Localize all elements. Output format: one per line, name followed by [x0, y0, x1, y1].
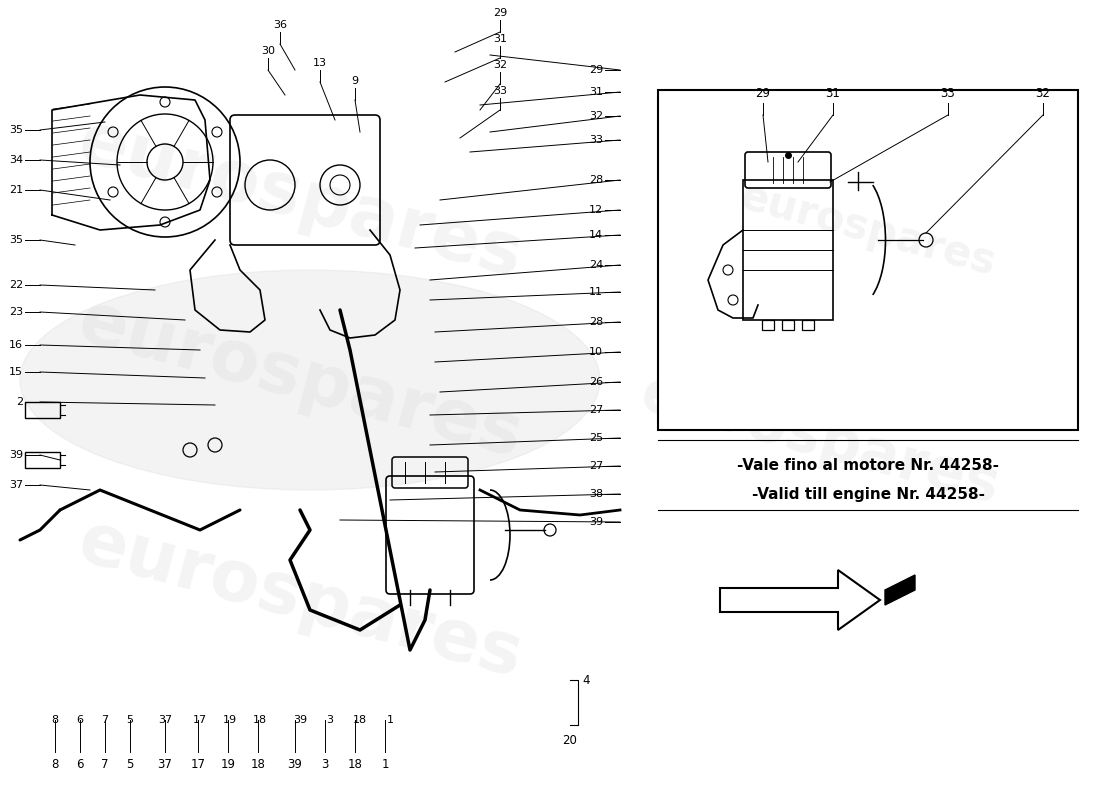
- Text: 15: 15: [9, 367, 23, 377]
- Text: 28: 28: [588, 175, 603, 185]
- Text: 32: 32: [588, 111, 603, 121]
- Text: 14: 14: [588, 230, 603, 240]
- Text: 10: 10: [588, 347, 603, 357]
- Text: 36: 36: [273, 20, 287, 30]
- Text: 32: 32: [493, 60, 507, 70]
- Text: 33: 33: [940, 87, 956, 100]
- Text: 11: 11: [588, 287, 603, 297]
- Text: 3: 3: [327, 715, 333, 725]
- Text: 35: 35: [9, 235, 23, 245]
- Text: 29: 29: [756, 87, 770, 100]
- Text: 26: 26: [588, 377, 603, 387]
- Text: 30: 30: [261, 46, 275, 56]
- Text: eurospares: eurospares: [635, 365, 1005, 515]
- Text: -Vale fino al motore Nr. 44258-: -Vale fino al motore Nr. 44258-: [737, 458, 999, 473]
- Text: 18: 18: [353, 715, 367, 725]
- Text: 8: 8: [52, 758, 58, 771]
- Text: 5: 5: [126, 758, 134, 771]
- Text: 29: 29: [588, 65, 603, 75]
- Text: 31: 31: [588, 87, 603, 97]
- Bar: [742, 180, 833, 320]
- Text: 39: 39: [287, 758, 303, 771]
- Text: 6: 6: [77, 715, 84, 725]
- Text: 5: 5: [126, 715, 133, 725]
- Text: eurospares: eurospares: [70, 107, 529, 293]
- Text: 24: 24: [588, 260, 603, 270]
- Text: 17: 17: [190, 758, 206, 771]
- Text: 27: 27: [588, 461, 603, 471]
- Text: 37: 37: [157, 758, 173, 771]
- Text: 31: 31: [493, 34, 507, 44]
- Polygon shape: [886, 575, 915, 605]
- Text: 7: 7: [101, 758, 109, 771]
- Text: 18: 18: [251, 758, 265, 771]
- Text: 17: 17: [192, 715, 207, 725]
- Bar: [25, 452, 60, 468]
- Bar: [762, 320, 774, 330]
- Text: 39: 39: [9, 450, 23, 460]
- Text: 34: 34: [9, 155, 23, 165]
- Text: 2: 2: [15, 397, 23, 407]
- Text: eurospares: eurospares: [70, 287, 529, 473]
- Text: 27: 27: [588, 405, 603, 415]
- Text: 12: 12: [588, 205, 603, 215]
- Text: 39: 39: [293, 715, 307, 725]
- Text: 7: 7: [101, 715, 109, 725]
- Text: 19: 19: [223, 715, 238, 725]
- Text: 9: 9: [351, 76, 359, 86]
- Text: 37: 37: [9, 480, 23, 490]
- Text: eurospares: eurospares: [70, 507, 529, 693]
- Text: 1: 1: [382, 758, 388, 771]
- Text: 35: 35: [9, 125, 23, 135]
- Text: 29: 29: [493, 8, 507, 18]
- Text: 38: 38: [588, 489, 603, 499]
- Text: 19: 19: [220, 758, 235, 771]
- Text: 21: 21: [9, 185, 23, 195]
- Text: 1: 1: [386, 715, 394, 725]
- Text: 16: 16: [9, 340, 23, 350]
- Text: eurospares: eurospares: [736, 176, 1001, 284]
- Bar: [782, 320, 794, 330]
- Text: 33: 33: [588, 135, 603, 145]
- Text: 23: 23: [9, 307, 23, 317]
- Text: 8: 8: [52, 715, 58, 725]
- Text: 33: 33: [493, 86, 507, 96]
- Text: 20: 20: [562, 734, 578, 746]
- Text: 22: 22: [9, 280, 23, 290]
- Text: 4: 4: [582, 674, 590, 686]
- Ellipse shape: [20, 270, 600, 490]
- Text: 18: 18: [348, 758, 362, 771]
- Bar: [658, 90, 1078, 430]
- Text: 37: 37: [158, 715, 172, 725]
- Text: 13: 13: [314, 58, 327, 68]
- Text: 39: 39: [588, 517, 603, 527]
- Text: 28: 28: [588, 317, 603, 327]
- Text: 18: 18: [253, 715, 267, 725]
- Bar: [25, 402, 60, 418]
- Text: 6: 6: [76, 758, 84, 771]
- Text: 32: 32: [1035, 87, 1050, 100]
- Text: 3: 3: [321, 758, 329, 771]
- Text: 31: 31: [826, 87, 840, 100]
- Text: 25: 25: [588, 433, 603, 443]
- Bar: [802, 320, 814, 330]
- Text: -Valid till engine Nr. 44258-: -Valid till engine Nr. 44258-: [751, 487, 984, 502]
